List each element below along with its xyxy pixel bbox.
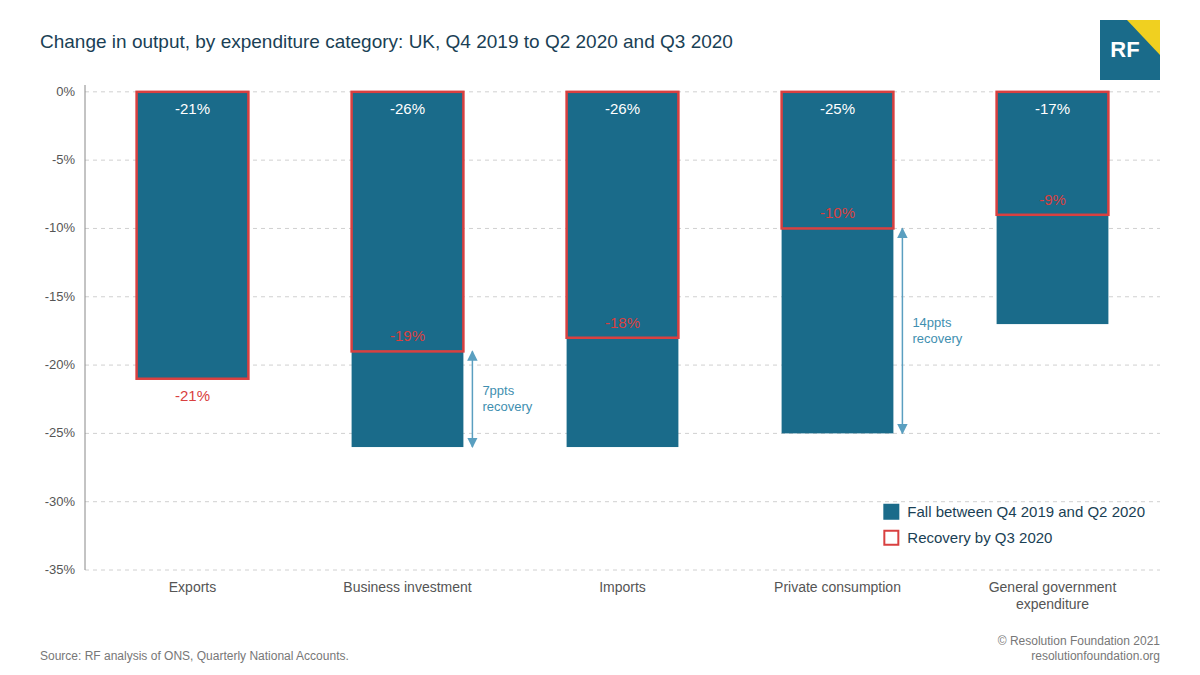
grid-line — [85, 570, 1160, 571]
grid — [85, 92, 1160, 570]
data-label: -9% — [1039, 191, 1066, 208]
marks — [137, 92, 1109, 447]
annotation: 7pptsrecovery — [482, 383, 532, 414]
logo-box — [1100, 20, 1160, 80]
chart: Change in output, by expenditure categor… — [0, 0, 1200, 675]
bar — [567, 92, 679, 447]
bar — [782, 92, 894, 434]
data-label: -26% — [605, 100, 640, 117]
x-tick-label: Business investment — [343, 579, 472, 595]
data-labels: -21% -26% -26% -25% -17% -21% -19% -18% -10% -9% — [175, 100, 1070, 404]
legend-entry: Recovery by Q3 2020 — [907, 529, 1052, 546]
logo-text: RF — [1110, 37, 1139, 62]
legend: Fall between Q4 2019 and Q2 2020 Recovery… — [883, 503, 1145, 546]
x-tick-label: Private consumption — [774, 579, 901, 595]
credit: © Resolution Foundation 2021resolutionfo… — [998, 634, 1161, 663]
outline-bar — [782, 92, 894, 229]
outline-bar — [567, 92, 679, 338]
bar — [352, 92, 464, 447]
title: Change in output, by expenditure categor… — [40, 31, 733, 52]
data-label: -19% — [390, 327, 425, 344]
outline-bar — [997, 92, 1109, 215]
data-label: -21% — [175, 387, 210, 404]
y-tick-label: -5% — [52, 152, 76, 167]
source: Source: RF analysis of ONS, Quarterly Na… — [40, 649, 349, 663]
data-label: -18% — [605, 314, 640, 331]
y-tick-label: -30% — [45, 494, 76, 509]
data-label: -21% — [175, 100, 210, 117]
y-tick-label: -25% — [45, 425, 76, 440]
data-label: -26% — [390, 100, 425, 117]
y-tick-label: -35% — [45, 562, 76, 577]
data-label: -10% — [820, 204, 855, 221]
logo: RF — [1100, 20, 1160, 80]
outline-bar — [137, 92, 249, 379]
annotation: 14pptsrecovery — [912, 315, 962, 346]
x-tick-label: General governmentexpenditure — [989, 579, 1117, 612]
y-tick-label: 0% — [56, 84, 75, 99]
x-tick-label: Exports — [169, 579, 216, 595]
legend-swatch — [884, 531, 898, 545]
x-tick-label: Imports — [599, 579, 646, 595]
legend-swatch — [883, 504, 899, 520]
data-label: -17% — [1035, 100, 1070, 117]
outline-bar — [352, 92, 464, 352]
y-tick-label: -20% — [45, 357, 76, 372]
y-axis-line — [85, 85, 86, 570]
recovery-arrow — [902, 228, 904, 433]
bar — [997, 92, 1109, 324]
bar — [137, 92, 249, 379]
annotations: 7pptsrecovery 14pptsrecovery — [472, 228, 962, 447]
recovery-arrow — [472, 351, 474, 447]
y-tick-label: -15% — [45, 289, 76, 304]
data-label: -25% — [820, 100, 855, 117]
y-tick-label: -10% — [45, 220, 76, 235]
legend-entry: Fall between Q4 2019 and Q2 2020 — [907, 503, 1145, 520]
